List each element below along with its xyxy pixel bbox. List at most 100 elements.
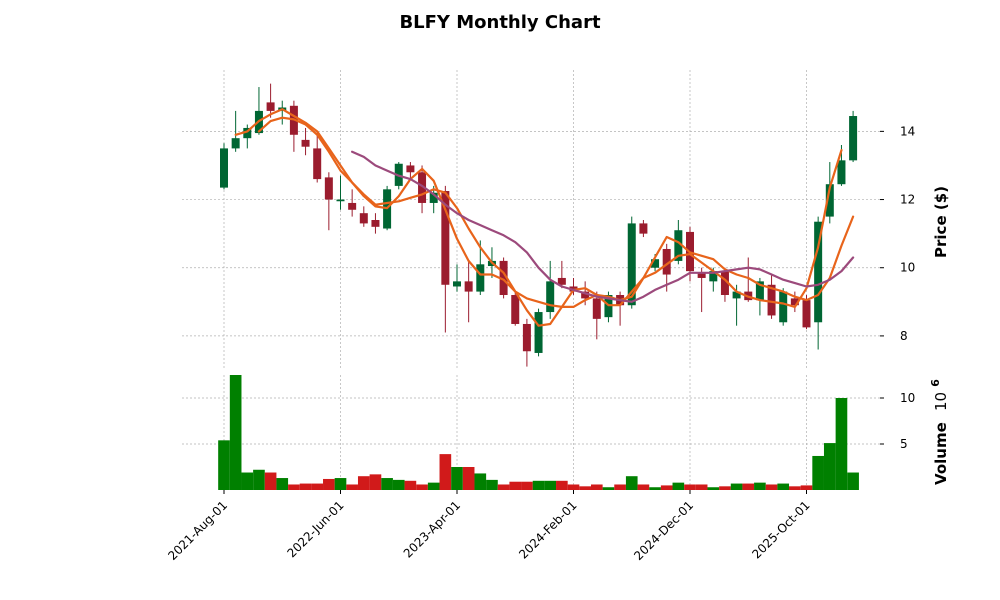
price-axis-ticks: 8 10 12 14 bbox=[880, 124, 915, 343]
volume-bar bbox=[754, 482, 766, 490]
volume-bar bbox=[614, 484, 626, 490]
volume-bar bbox=[276, 478, 289, 490]
candle-body bbox=[557, 277, 566, 285]
candle-body bbox=[639, 223, 648, 234]
volume-bar bbox=[602, 487, 615, 490]
candle-body bbox=[837, 160, 846, 185]
volume-bar bbox=[462, 467, 475, 490]
candle-body bbox=[697, 272, 706, 278]
candle-body bbox=[674, 230, 683, 261]
volume-bar bbox=[789, 486, 801, 490]
candle-body bbox=[243, 127, 252, 139]
volume-bar bbox=[218, 440, 230, 490]
candle-body bbox=[359, 213, 368, 224]
volume-bar bbox=[253, 469, 265, 490]
volume-bar bbox=[800, 485, 813, 490]
volume-bar bbox=[649, 487, 661, 490]
volume-bar bbox=[835, 398, 848, 490]
candle-body bbox=[429, 192, 438, 203]
volume-bar bbox=[392, 479, 405, 490]
volume-bar bbox=[381, 478, 393, 490]
candle-body bbox=[453, 281, 461, 287]
volume-bar bbox=[660, 485, 673, 490]
price-tick-label: 8 bbox=[900, 329, 908, 343]
moving-average-fast-line bbox=[234, 108, 843, 327]
price-gridlines bbox=[182, 70, 880, 370]
x-tick-label: 2023-Apr-01 bbox=[401, 498, 463, 560]
candle-body bbox=[814, 221, 823, 323]
price-tick-label: 12 bbox=[900, 193, 915, 207]
volume-bar bbox=[497, 484, 510, 490]
candle-body bbox=[313, 148, 322, 180]
candle-body bbox=[499, 260, 508, 295]
candle-body bbox=[511, 295, 520, 324]
volume-bar bbox=[625, 476, 638, 490]
volume-bar bbox=[672, 482, 685, 490]
candle-body bbox=[662, 248, 671, 275]
x-tick-label: 2022-Jun-01 bbox=[284, 498, 346, 560]
candle-body bbox=[651, 259, 660, 268]
volume-bar bbox=[334, 478, 347, 490]
candle-body bbox=[534, 312, 543, 353]
volume-bar bbox=[229, 375, 242, 490]
volume-tick-label: 10 bbox=[900, 391, 915, 405]
volume-bar bbox=[730, 483, 743, 490]
price-tick-label: 10 bbox=[900, 261, 915, 275]
price-tick-label: 14 bbox=[900, 124, 915, 138]
x-tick-label: 2024-Dec-01 bbox=[631, 498, 696, 563]
candle-body bbox=[790, 298, 799, 306]
volume-axis-label: Volume bbox=[932, 422, 950, 485]
moving-average-lines bbox=[234, 108, 855, 327]
volume-bar bbox=[695, 484, 708, 490]
candle-body bbox=[476, 264, 485, 292]
candle-body bbox=[849, 116, 858, 161]
candle-body bbox=[767, 284, 776, 316]
moving-average-mid-line bbox=[257, 116, 855, 308]
candle-body bbox=[546, 281, 555, 313]
volume-bar bbox=[311, 483, 324, 490]
candle-body bbox=[464, 281, 473, 292]
volume-exponent-power: 6 bbox=[929, 379, 942, 387]
volume-bar bbox=[357, 476, 370, 490]
candle-body bbox=[732, 291, 741, 299]
candle-body bbox=[755, 281, 764, 301]
volume-bar bbox=[486, 479, 498, 490]
volume-bar bbox=[439, 454, 452, 490]
candle-body bbox=[720, 271, 729, 295]
volume-tick-label: 5 bbox=[900, 437, 908, 451]
volume-axis-exponent: 10 bbox=[932, 392, 950, 411]
volume-bar bbox=[323, 478, 335, 490]
volume-axis-label-group: Volume 10 6 bbox=[929, 379, 950, 485]
volume-bar bbox=[451, 467, 463, 490]
volume-bar bbox=[369, 474, 382, 490]
volume-bar bbox=[707, 487, 720, 490]
volume-bar bbox=[346, 484, 358, 490]
candle-body bbox=[371, 220, 380, 227]
volume-bar bbox=[264, 472, 277, 490]
candle-body bbox=[406, 165, 415, 173]
candle-body bbox=[709, 271, 718, 282]
volume-bar bbox=[509, 481, 522, 490]
candle-body bbox=[231, 138, 240, 149]
candle-body bbox=[581, 291, 590, 299]
volume-bar bbox=[765, 484, 778, 490]
volume-bar bbox=[777, 483, 790, 490]
volume-bar bbox=[416, 484, 428, 490]
volume-bar bbox=[241, 472, 254, 490]
candle-body bbox=[592, 298, 601, 319]
volume-bar bbox=[299, 483, 312, 490]
volume-bar bbox=[521, 481, 533, 490]
candle-body bbox=[802, 300, 811, 328]
volume-bar bbox=[684, 484, 696, 490]
x-tick-label: 2024-Feb-01 bbox=[516, 498, 579, 561]
x-tick-label: 2025-Oct-01 bbox=[749, 498, 812, 561]
price-axis-label: Price ($) bbox=[932, 186, 950, 258]
volume-bar bbox=[404, 480, 417, 490]
volume-bar bbox=[742, 483, 755, 490]
volume-bar bbox=[823, 443, 836, 490]
candle-body bbox=[324, 177, 333, 200]
volume-bar bbox=[288, 484, 300, 490]
candle-body bbox=[266, 102, 275, 111]
